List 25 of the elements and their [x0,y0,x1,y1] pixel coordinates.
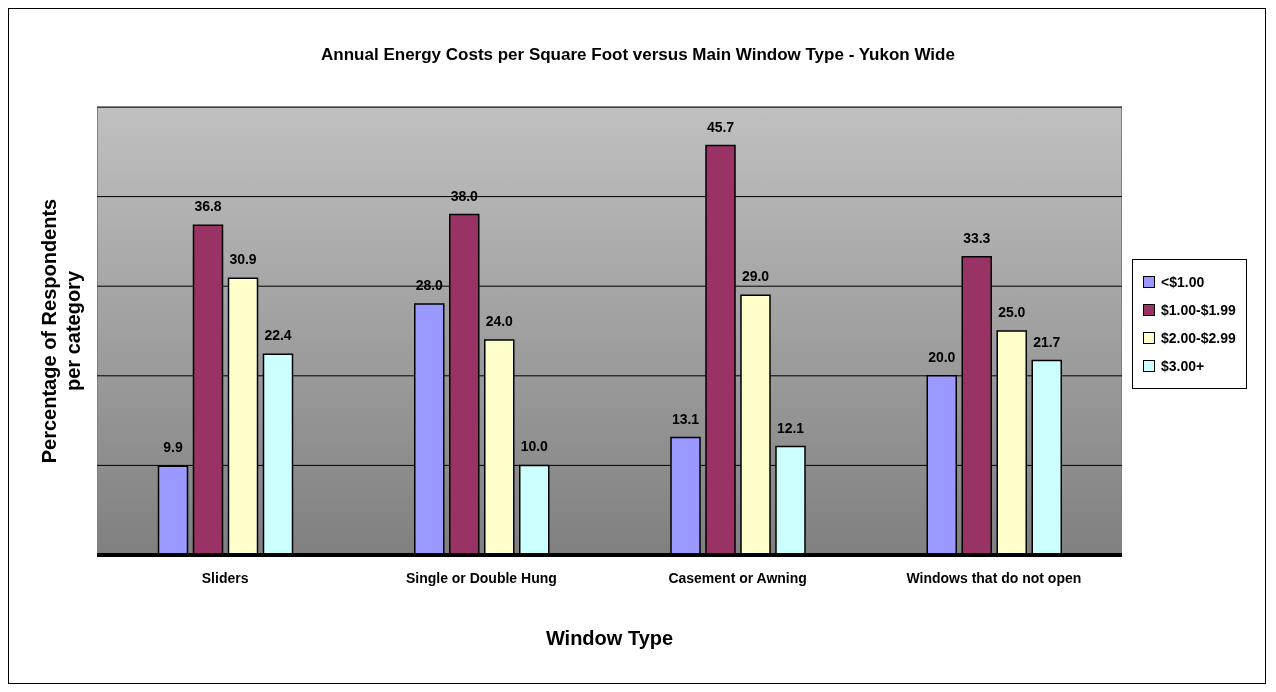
data-label: 30.9 [229,251,257,268]
legend-label: $2.00-$2.99 [1161,329,1236,348]
data-label: 29.0 [741,268,770,285]
data-label: 36.8 [194,198,222,215]
data-label: 20.0 [928,348,956,365]
x-tick-label: Sliders [201,569,249,586]
data-label: 21.7 [1033,333,1061,350]
x-tick-label: Windows that do not open [906,569,1082,586]
y-axis-title: Percentage of Respondents per category [37,198,85,464]
legend-label: <$1.00 [1161,273,1205,292]
data-label: 10.0 [520,438,549,455]
x-tick-label: Single or Double Hung [405,569,557,586]
data-label: 33.3 [963,229,991,246]
data-label: 25.0 [998,304,1026,320]
x-tick-label: Casement or Awning [668,569,807,586]
data-label: 22.4 [264,327,292,344]
data-label: 24.0 [485,312,514,329]
data-label: 45.7 [706,118,735,135]
data-label: 13.1 [671,410,700,427]
legend-label: $1.00-$1.99 [1161,301,1236,320]
legend-label: $3.00+ [1161,357,1205,376]
x-axis-title: Window Type [544,627,675,650]
chart-title: Annual Energy Costs per Square Foot versus Main Window Type - Yukon Wide [320,45,956,65]
data-label: 12.1 [776,419,805,436]
data-label: 9.9 [163,439,183,456]
